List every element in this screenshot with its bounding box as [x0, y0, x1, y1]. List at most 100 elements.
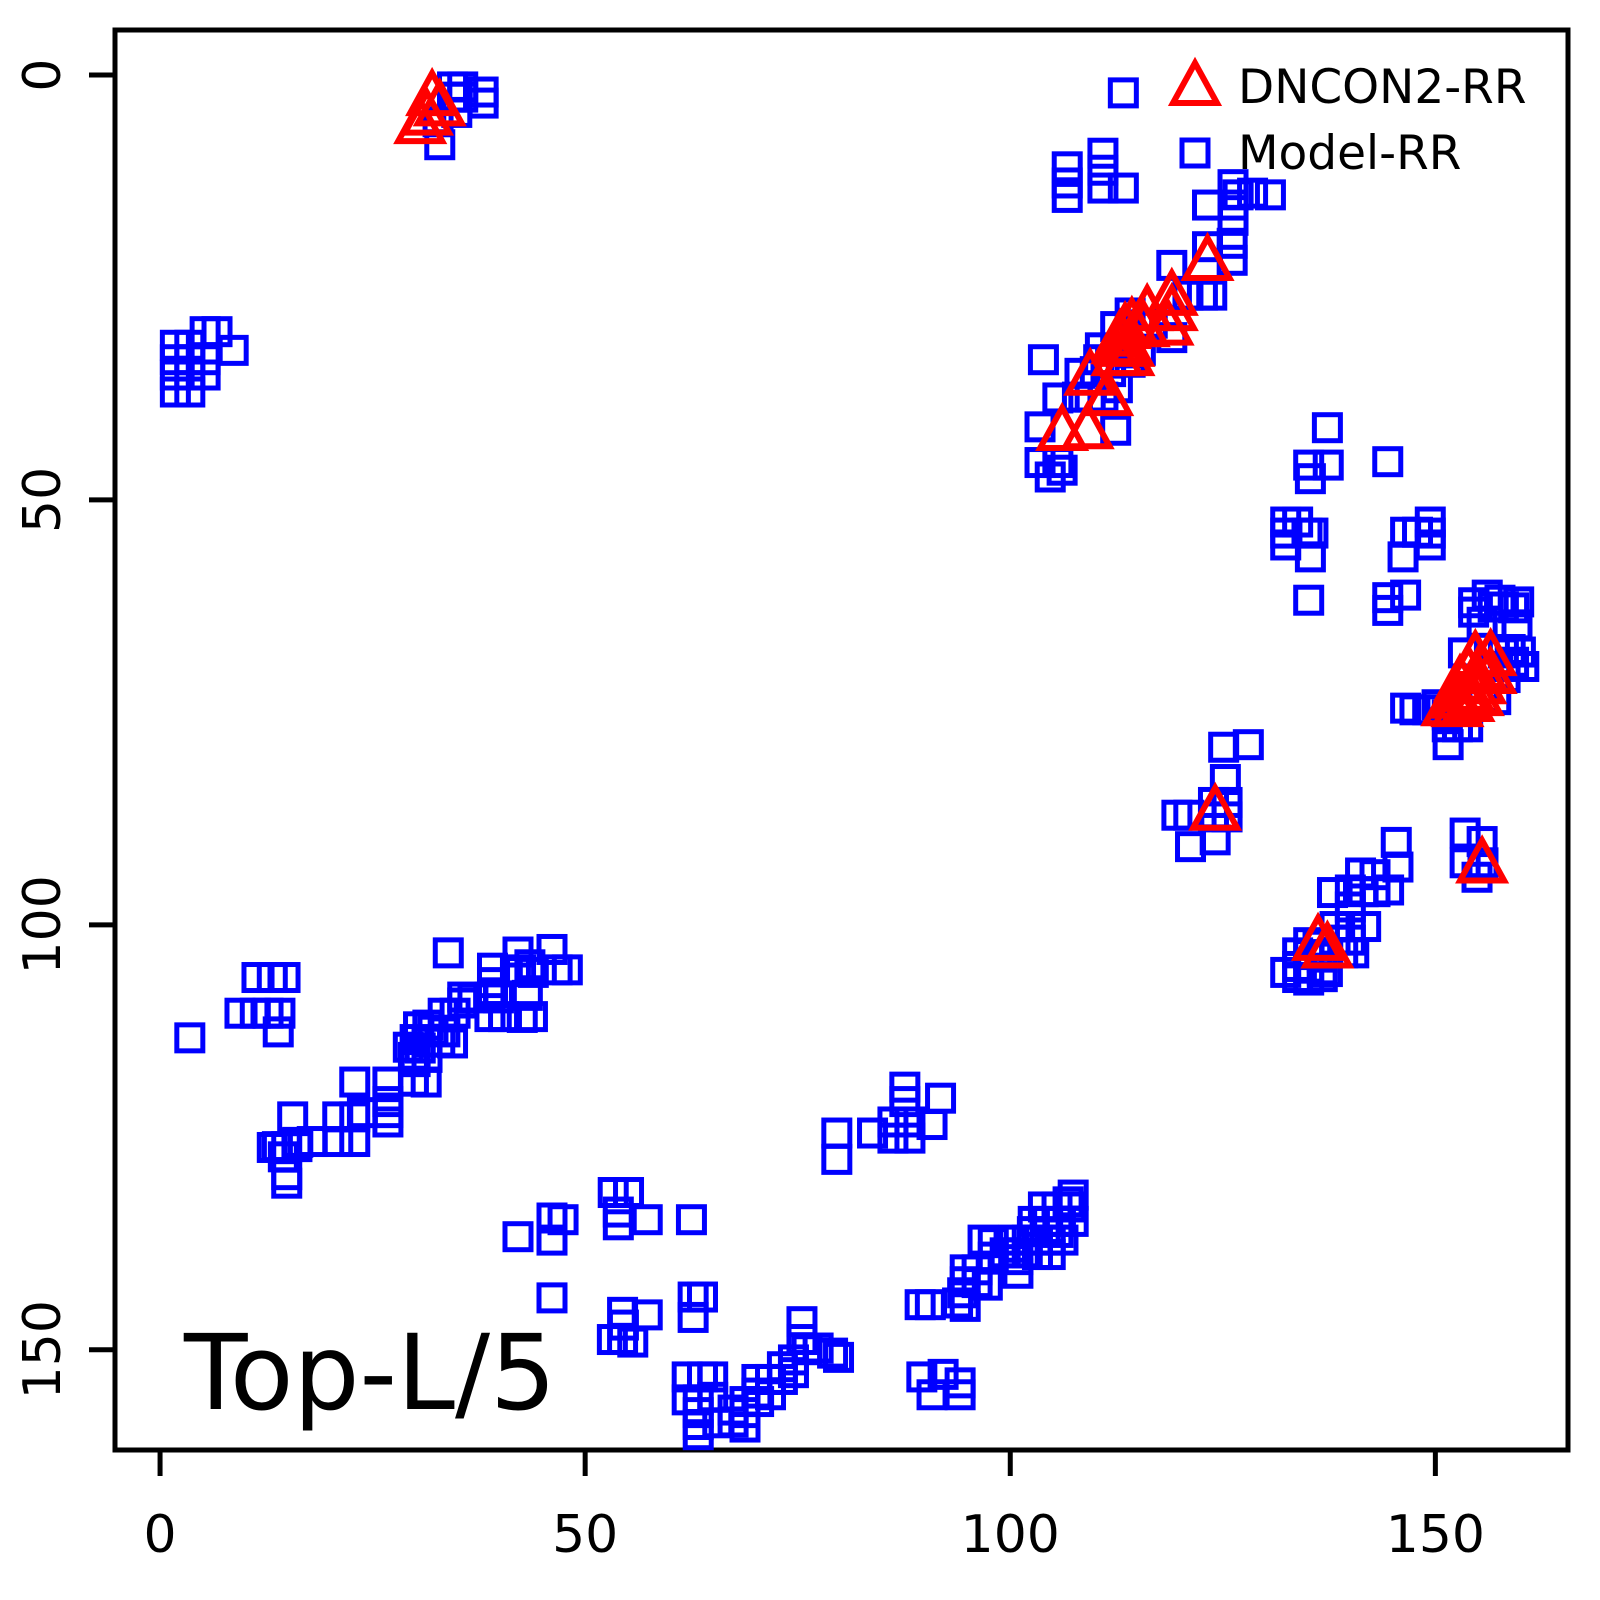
model-rr-point: [1293, 584, 1325, 616]
annotation-top-l5: Top-L/5: [184, 1312, 557, 1434]
model-rr-point: [857, 1117, 889, 1149]
model-rr-point: [488, 1001, 520, 1033]
model-rr-point: [551, 954, 583, 986]
model-rr-point: [904, 1289, 936, 1321]
model-rr-point: [1087, 172, 1119, 204]
model-rr-point: [1254, 179, 1286, 211]
model-rr-point: [1311, 412, 1343, 444]
square-icon: [1179, 137, 1211, 169]
model-rr-point: [877, 1122, 909, 1154]
model-rr-point: [1107, 172, 1139, 204]
model-rr-point: [516, 1001, 548, 1033]
model-rr-point: [1382, 851, 1414, 883]
model-rr-point: [677, 1301, 709, 1333]
model-rr-point: [217, 334, 249, 366]
model-rr-point: [631, 1204, 663, 1236]
model-rr-point: [1458, 596, 1490, 628]
model-rr-point: [502, 1221, 534, 1253]
legend: DNCON2-RR Model-RR: [1164, 54, 1527, 186]
model-rr-point: [1087, 154, 1119, 186]
y-tick-label: 100: [13, 875, 73, 974]
model-rr-point: [786, 1324, 818, 1356]
model-rr-point: [894, 1122, 926, 1154]
model-rr-point: [675, 1204, 707, 1236]
model-rr-point: [1380, 826, 1412, 858]
model-rr-point: [1192, 189, 1224, 221]
model-rr-point: [277, 1101, 309, 1133]
model-rr-point: [174, 1022, 206, 1054]
model-rr-point: [264, 997, 296, 1029]
model-rr-point: [1294, 541, 1326, 573]
model-rr-point: [1466, 606, 1498, 638]
model-rr-point: [1232, 729, 1264, 761]
model-rr-point: [1087, 137, 1119, 169]
dncon2-rr-point: [1101, 326, 1156, 377]
dncon2-rr-point: [1144, 281, 1199, 332]
model-rr-point: [432, 937, 464, 969]
y-tick-label: 50: [13, 467, 73, 533]
model-rr-point: [1466, 826, 1498, 858]
x-tick-label: 150: [1386, 1505, 1485, 1565]
model-rr-point: [1294, 463, 1326, 495]
dncon2-rr-point: [1430, 677, 1485, 728]
model-rr-point: [269, 962, 301, 994]
triangle-icon: [1167, 56, 1223, 106]
x-tick-label: 0: [144, 1505, 177, 1565]
model-rr-point: [1175, 831, 1207, 863]
model-rr-point: [346, 1097, 378, 1129]
model-rr-point: [1387, 541, 1419, 573]
model-rr-point: [1498, 592, 1530, 624]
dncon2-rr-point: [1188, 781, 1243, 831]
model-rr-point: [613, 1177, 645, 1209]
dncon2-rr-point: [1300, 919, 1355, 969]
model-rr-point: [949, 1290, 981, 1322]
model-rr-point: [817, 1337, 849, 1369]
legend-label-model: Model-RR: [1238, 125, 1462, 181]
legend-item-model: Model-RR: [1164, 120, 1527, 186]
plot-border: [112, 27, 1571, 1453]
model-rr-point: [536, 1224, 568, 1256]
legend-item-dncon2: DNCON2-RR: [1164, 54, 1527, 120]
model-rr-point: [536, 1282, 568, 1314]
model-rr-point: [1217, 204, 1249, 236]
model-rr-point: [823, 1341, 855, 1373]
dncon2-rr-point: [1450, 666, 1505, 717]
dncon2-rr-point: [412, 77, 467, 127]
model-rr-point: [1372, 594, 1404, 626]
model-rr-point: [1217, 169, 1249, 201]
model-rr-point: [1196, 279, 1228, 311]
model-rr-point: [617, 1326, 649, 1358]
model-rr-point: [821, 1143, 853, 1175]
dncon2-rr-point: [1101, 317, 1156, 367]
model-rr-point: [1051, 151, 1083, 183]
dncon2-rr-point: [393, 94, 448, 145]
model-rr-point: [1051, 181, 1083, 213]
model-rr-point: [1042, 1216, 1074, 1248]
model-rr-point: [821, 1117, 853, 1149]
dncon2-rr-point: [1180, 231, 1235, 281]
x-tick-label: 100: [961, 1505, 1060, 1565]
dncon2-rr-point: [1455, 834, 1510, 884]
model-rr-point: [786, 1306, 818, 1338]
model-rr-point: [1449, 817, 1481, 849]
model-rr-point: [944, 1379, 976, 1411]
model-rr-point: [686, 1281, 718, 1313]
dncon2-rr-point: [1080, 366, 1135, 417]
model-rr-point: [1107, 77, 1139, 109]
model-rr-point: [1432, 729, 1464, 761]
dncon2-rr-point: [1063, 346, 1118, 396]
model-rr-point: [339, 1066, 371, 1098]
x-tick-label: 50: [552, 1505, 618, 1565]
model-rr-point: [174, 376, 206, 408]
dncon2-rr-point: [1060, 400, 1115, 450]
model-rr-point: [1208, 731, 1240, 763]
model-rr-point: [914, 1289, 946, 1321]
model-rr-point: [339, 1126, 371, 1158]
model-rr-point: [262, 1016, 294, 1048]
model-rr-point: [372, 1066, 404, 1098]
model-rr-point: [925, 1082, 957, 1114]
model-rr-point: [682, 1419, 714, 1451]
model-rr-point: [322, 1101, 354, 1133]
